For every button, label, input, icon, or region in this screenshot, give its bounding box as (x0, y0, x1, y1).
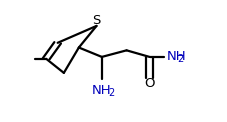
Text: NH: NH (166, 50, 185, 63)
Text: O: O (144, 77, 154, 90)
Text: 2: 2 (176, 54, 182, 64)
Text: S: S (92, 14, 100, 27)
Text: NH: NH (92, 84, 111, 97)
Text: 2: 2 (108, 88, 114, 98)
